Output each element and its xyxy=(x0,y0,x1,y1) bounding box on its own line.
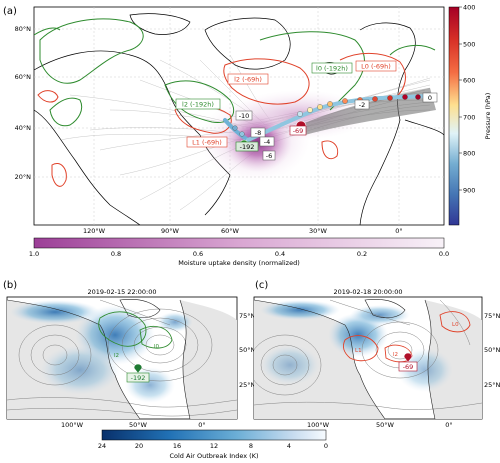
moisture-tick-0.0: 0.0 xyxy=(439,250,449,258)
caoi-colorbar: 24 20 16 12 8 4 0 Cold Air Outbreak Inde… xyxy=(98,429,328,460)
moisture-colorbar-label: Moisture uptake density (normalized) xyxy=(178,259,300,267)
panel-c-isobars xyxy=(254,299,482,410)
track-label-m10: -10 xyxy=(239,112,250,120)
panel-c: (c) 2019-02-18 20:00:00 xyxy=(253,280,500,429)
moisture-tick-0.4: 0.4 xyxy=(275,250,285,258)
lon-label-60w: 60°W xyxy=(221,227,240,235)
track-label-m4: -4 xyxy=(264,138,270,146)
moisture-tick-0.8: 0.8 xyxy=(111,250,121,258)
c-lat-50n: 50°N xyxy=(484,346,500,354)
panel-a: (a) xyxy=(3,4,492,268)
c-lon-100w: 100°W xyxy=(307,421,330,429)
pressure-colorbar: 400 500 600 700 800 900 Pressure (hPa) xyxy=(448,4,492,226)
lon-label-120w: 120°W xyxy=(83,227,106,235)
panel-c-lon-labels: 100°W 50°W 0° xyxy=(307,421,453,429)
track-label-m2: -2 xyxy=(359,101,365,109)
caoi-tick-8: 8 xyxy=(249,442,253,450)
panel-c-map-content: L0 L1 l2 -69 xyxy=(254,299,482,419)
b-lat-50n: 50°N xyxy=(239,346,256,354)
panel-b-labels: l0 l2 xyxy=(114,344,160,359)
pressure-tick-700: 700 xyxy=(463,114,475,122)
moisture-colorbar: 1.0 0.8 0.6 0.4 0.2 0.0 Moisture uptake … xyxy=(29,237,449,267)
panel-b-lat-labels: 75°N 50°N 25°N xyxy=(239,312,256,389)
moisture-tick-1.0: 1.0 xyxy=(29,250,39,258)
c-lon-50w: 50°W xyxy=(376,421,395,429)
panel-b-label-l2: l2 xyxy=(114,353,119,359)
panel-c-letter: (c) xyxy=(255,280,268,291)
track-label-m192: -192 xyxy=(240,143,255,151)
b-lat-25n: 25°N xyxy=(239,381,256,389)
pressure-tick-800: 800 xyxy=(463,150,475,158)
pressure-tick-400: 400 xyxy=(463,4,475,12)
label-l2-red: l2 (-69h) xyxy=(234,76,262,84)
panel-b-title: 2019-02-15 22:00:00 xyxy=(87,288,156,296)
b-lon-0: 0° xyxy=(198,421,205,429)
c-lat-25n: 25°N xyxy=(484,381,500,389)
lat-label-40n: 40°N xyxy=(15,124,32,132)
panel-a-map-content: L0 (-69h) l0 (-192h) l2 (-69h) l2 (-192h… xyxy=(34,7,444,225)
c-lon-0: 0° xyxy=(445,421,452,429)
lon-label-0: 0° xyxy=(395,227,402,235)
track-label-m69: -69 xyxy=(293,127,304,135)
panel-b-map-content: l0 l2 -192 xyxy=(7,299,237,419)
panel-a-tail-shade xyxy=(300,88,436,135)
lat-label-80n: 80°N xyxy=(15,25,32,33)
panel-b: (b) 2019-02-15 22:00:00 xyxy=(3,280,256,429)
moisture-tick-0.2: 0.2 xyxy=(357,250,367,258)
lon-label-90w: 90°W xyxy=(161,227,180,235)
panel-b-label-m192: -192 xyxy=(131,374,146,382)
pressure-tick-500: 500 xyxy=(463,41,475,49)
panel-c-title: 2019-02-18 20:00:00 xyxy=(333,288,402,296)
label-l1-red: L1 (-69h) xyxy=(192,139,222,147)
lat-label-20n: 20°N xyxy=(15,173,32,181)
moisture-ticks: 1.0 0.8 0.6 0.4 0.2 0.0 xyxy=(29,250,449,258)
c-lat-75n: 75°N xyxy=(484,312,500,320)
panel-b-label-l0: l0 xyxy=(154,344,160,350)
caoi-colorbar-label: Cold Air Outbreak Index (K) xyxy=(169,452,258,460)
b-lat-75n: 75°N xyxy=(239,312,256,320)
pressure-tick-900: 900 xyxy=(463,187,475,195)
panel-a-green-contours xyxy=(34,18,436,127)
caoi-tick-0: 0 xyxy=(324,442,328,450)
track-label-m6: -6 xyxy=(266,152,272,160)
panel-a-letter: (a) xyxy=(3,6,17,17)
panel-a-lon-labels: 120°W 90°W 60°W 30°W 0° xyxy=(83,227,403,235)
b-lon-100w: 100°W xyxy=(61,421,84,429)
caoi-tick-12: 12 xyxy=(210,442,218,450)
caoi-ticks: 24 20 16 12 8 4 0 xyxy=(98,442,328,450)
panel-a-lat-labels: 80°N 60°N 40°N 20°N xyxy=(15,25,32,181)
panel-c-lat-labels: 75°N 50°N 25°N xyxy=(484,312,500,389)
caoi-tick-16: 16 xyxy=(173,442,181,450)
pressure-tick-600: 600 xyxy=(463,77,475,85)
panel-b-lon-labels: 100°W 50°W 0° xyxy=(61,421,206,429)
panel-a-contour-labels: L0 (-69h) l0 (-192h) l2 (-69h) l2 (-192h… xyxy=(175,60,397,148)
track-label-m8: -8 xyxy=(255,129,261,137)
label-l2-green: l2 (-192h) xyxy=(182,101,214,109)
panel-c-labels: L0 L1 l2 xyxy=(355,322,459,358)
caoi-tick-4: 4 xyxy=(287,442,291,450)
panel-c-label-l0: L0 xyxy=(452,322,459,328)
panel-b-isobars xyxy=(7,299,237,417)
label-l0-red: L0 (-69h) xyxy=(361,63,391,71)
lon-label-30w: 30°W xyxy=(309,227,328,235)
panel-b-letter: (b) xyxy=(3,280,17,291)
panel-c-coastlines xyxy=(254,299,436,419)
pressure-colorbar-label: Pressure (hPa) xyxy=(484,93,492,140)
lat-label-60n: 60°N xyxy=(15,73,32,81)
pressure-ticks: 400 500 600 700 800 900 xyxy=(459,4,475,195)
label-l0-green: l0 (-192h) xyxy=(316,65,348,73)
panel-c-label-m69: -69 xyxy=(403,363,414,371)
caoi-tick-20: 20 xyxy=(135,442,143,450)
panel-c-label-l2: l2 xyxy=(393,352,398,358)
caoi-tick-24: 24 xyxy=(98,442,106,450)
panel-c-label-l1: L1 xyxy=(355,348,362,354)
panel-b-coastlines xyxy=(7,299,191,419)
track-label-0: 0 xyxy=(428,94,432,102)
b-lon-50w: 50°W xyxy=(129,421,148,429)
panel-a-track-labels: 0 -2 -10 -8 -4 -192 -69 -6 xyxy=(235,92,438,161)
moisture-tick-0.6: 0.6 xyxy=(193,250,203,258)
